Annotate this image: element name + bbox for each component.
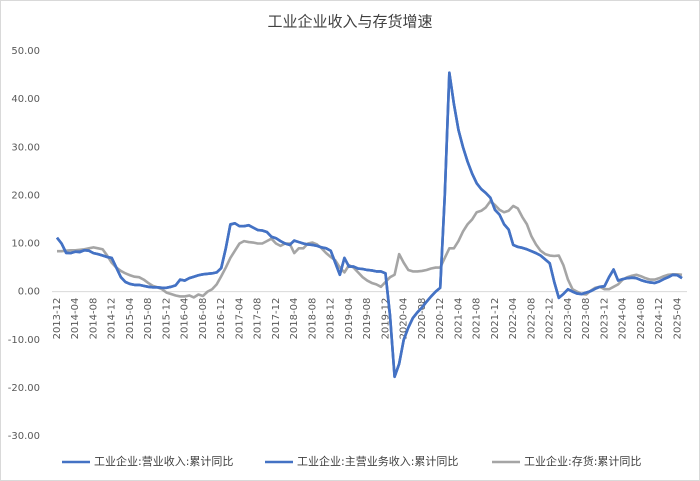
y-tick-label: 0.00	[18, 287, 40, 298]
x-tick-label: 2016-08	[198, 298, 209, 340]
x-tick-label: 2015-04	[125, 298, 136, 340]
x-tick-label: 2015-08	[143, 298, 154, 340]
x-tick-label: 2021-12	[490, 298, 501, 340]
x-tick-label: 2020-12	[435, 298, 446, 340]
x-tick-label: 2018-12	[326, 298, 337, 340]
y-tick-label: 40.00	[11, 94, 40, 105]
x-tick-label: 2016-04	[180, 298, 191, 340]
x-tick-label: 2023-12	[599, 298, 610, 340]
x-tick-label: 2024-08	[636, 298, 647, 340]
x-tick-label: 2019-12	[380, 298, 391, 340]
x-tick-label: 2016-12	[216, 298, 227, 340]
x-tick-label: 2020-08	[417, 298, 428, 340]
y-tick-label: 20.00	[11, 190, 40, 201]
x-tick-label: 2024-04	[618, 298, 629, 340]
x-tick-label: 2023-08	[581, 298, 592, 340]
y-tick-label: 30.00	[11, 142, 40, 153]
x-tick-label: 2021-08	[472, 298, 483, 340]
x-tick-label: 2017-08	[253, 298, 264, 340]
x-tick-label: 2021-04	[453, 298, 464, 340]
x-tick-label: 2019-08	[362, 298, 373, 340]
x-tick-label: 2017-04	[234, 298, 245, 340]
y-tick-label: -30.00	[8, 431, 40, 442]
x-tick-label: 2014-12	[107, 298, 118, 340]
legend-label: 工业企业:营业收入:累计同比	[94, 454, 233, 468]
x-tick-label: 2014-08	[88, 298, 99, 340]
y-tick-label: 50.00	[11, 46, 40, 57]
x-tick-label: 2020-04	[399, 298, 410, 340]
x-tick-label: 2022-04	[508, 298, 519, 340]
x-tick-label: 2018-04	[289, 298, 300, 340]
x-tick-label: 2017-12	[271, 298, 282, 340]
y-tick-label: -10.00	[8, 335, 40, 346]
chart-title: 工业企业收入与存货增速	[267, 13, 432, 31]
x-tick-label: 2025-04	[672, 298, 683, 340]
x-tick-label: 2022-12	[545, 298, 556, 340]
x-tick-label: 2013-12	[52, 298, 63, 340]
x-tick-label: 2015-12	[161, 298, 172, 340]
x-tick-label: 2024-12	[654, 298, 665, 340]
x-tick-label: 2019-04	[344, 298, 355, 340]
legend-label: 工业企业:存货:累计同比	[524, 454, 641, 468]
y-tick-label: 10.00	[11, 239, 40, 250]
legend-label: 工业企业:主营业务收入:累计同比	[297, 454, 458, 468]
x-tick-label: 2023-04	[563, 298, 574, 340]
x-tick-label: 2014-04	[70, 298, 81, 340]
y-tick-label: -20.00	[8, 383, 40, 394]
series-line	[55, 71, 683, 379]
x-tick-label: 2018-08	[307, 298, 318, 340]
x-tick-label: 2022-08	[526, 298, 537, 340]
